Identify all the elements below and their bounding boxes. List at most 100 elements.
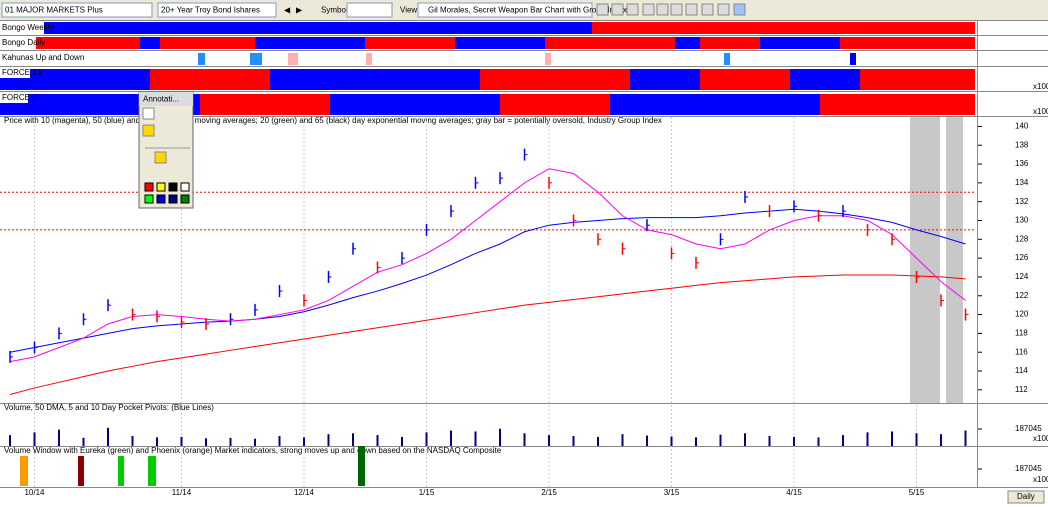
strip-segment (724, 53, 730, 65)
strip-segment (150, 69, 270, 90)
icon[interactable] (656, 3, 669, 16)
unit-label: x100 (1033, 82, 1048, 91)
symbol-name: 20+ Year Troy Bond Ishares (161, 6, 260, 15)
volume-bar (131, 436, 134, 446)
icon[interactable] (701, 3, 714, 16)
volume-bar (670, 436, 673, 446)
panel-label: Kahunas Up and Down (2, 53, 84, 62)
label-bg (0, 21, 44, 35)
y-tick-label: 130 (1015, 216, 1029, 225)
x-tick-label: 2/15 (541, 488, 557, 497)
group-text: 01 MAJOR MARKETS Plus (5, 6, 103, 15)
color-swatch[interactable] (144, 194, 154, 204)
tool[interactable] (154, 151, 167, 164)
volume-bar (352, 433, 354, 446)
volume-bar (523, 433, 526, 446)
volume-bar (719, 434, 722, 446)
price-chart: 10/14 11/14 12/14 1/15 2/15 3/15 4/15 5/15 112 11… (0, 117, 1042, 497)
color-swatch[interactable] (168, 194, 178, 204)
phoenix-block (20, 456, 28, 486)
volume-bar (866, 432, 869, 446)
label-bg (0, 36, 36, 50)
indicator-blocks (20, 446, 365, 486)
volume-bar (107, 427, 109, 446)
x-tick-label: 3/15 (664, 488, 680, 497)
price-title: Price with 10 (magenta), 50 (blue) and 2… (4, 116, 662, 125)
icon[interactable] (733, 3, 746, 16)
y-tick-label: 128 (1015, 234, 1029, 243)
volume-bar (915, 433, 918, 446)
icon[interactable] (685, 3, 698, 16)
color-swatch[interactable] (156, 194, 166, 204)
color-swatch[interactable] (180, 182, 190, 192)
y-tick-label: 122 (1015, 291, 1029, 300)
eureka-block (358, 446, 365, 486)
icon[interactable] (642, 3, 655, 16)
y-tick-label: 134 (1015, 178, 1029, 187)
volume-bar (58, 429, 60, 446)
volume-bar (205, 438, 207, 446)
symbol-select[interactable] (157, 2, 277, 18)
panel-label: FORCE 13 (2, 68, 42, 77)
symbol-input[interactable] (346, 2, 393, 18)
moving-average (9, 208, 966, 353)
x-tick-label: 1/15 (419, 488, 435, 497)
strip-segment (500, 94, 610, 115)
volume-bar (940, 434, 942, 446)
symbol-label: Symbol (321, 6, 348, 15)
icon[interactable] (626, 3, 639, 16)
icon[interactable] (596, 3, 609, 16)
strip-segment (198, 53, 205, 65)
view-select[interactable] (417, 2, 593, 18)
icon[interactable] (670, 3, 683, 16)
strip-segment (200, 94, 330, 115)
volume-bar (842, 435, 844, 446)
eureka-block (118, 456, 124, 486)
prev-arrow[interactable]: ◀ (284, 6, 291, 15)
volume-bar (33, 432, 36, 446)
strip-segment (545, 37, 675, 49)
volume-bar (254, 438, 256, 446)
x-tick-label: 11/14 (172, 488, 192, 497)
eureka-block (78, 456, 84, 486)
indicator-strips (0, 21, 975, 115)
panel-label: Bongo Weekly (2, 23, 53, 32)
label-bg (0, 68, 30, 78)
volume-bar (278, 436, 281, 446)
volume-bar (572, 436, 575, 446)
strip-segment (545, 53, 551, 65)
oversold-bar (910, 117, 940, 403)
volume-bar (474, 431, 477, 446)
group-select[interactable] (1, 2, 153, 18)
color-swatch[interactable] (180, 194, 190, 204)
unit-label: x100 (1033, 434, 1048, 443)
y-tick-label: 140 (1015, 122, 1029, 131)
icon[interactable] (611, 3, 624, 16)
timeframe-button[interactable] (1007, 490, 1045, 504)
y-tick-label: 138 (1015, 140, 1029, 149)
next-arrow[interactable]: ▶ (296, 6, 303, 15)
oversold-bar (946, 117, 963, 403)
strip-segment (44, 22, 592, 34)
strip-segment (860, 69, 975, 90)
timeframe-text: Daily (1017, 492, 1035, 501)
tool[interactable] (142, 124, 155, 137)
toolbar: 01 MAJOR MARKETS Plus 20+ Year Troy Bond… (0, 0, 1048, 20)
color-swatch[interactable] (168, 182, 178, 192)
strip-segment (480, 69, 630, 90)
tool[interactable] (142, 107, 155, 120)
y-tick-label: 116 (1015, 347, 1028, 356)
panel-label: Bongo Daily (2, 38, 45, 47)
color-swatch[interactable] (156, 182, 166, 192)
x-tick-label: 12/14 (294, 488, 315, 497)
volume-title: Volume, 50 DMA, 5 and 10 Day Pocket Pivo… (4, 403, 214, 412)
volume-bar (9, 435, 11, 446)
volume-bar (964, 430, 967, 446)
toolbar-icons (596, 3, 746, 16)
volume-bar (156, 437, 158, 446)
volume-bar (327, 434, 330, 446)
icon[interactable] (717, 3, 730, 16)
color-swatch[interactable] (144, 182, 154, 192)
volume-bar (229, 437, 232, 446)
volume-bar (82, 437, 85, 446)
